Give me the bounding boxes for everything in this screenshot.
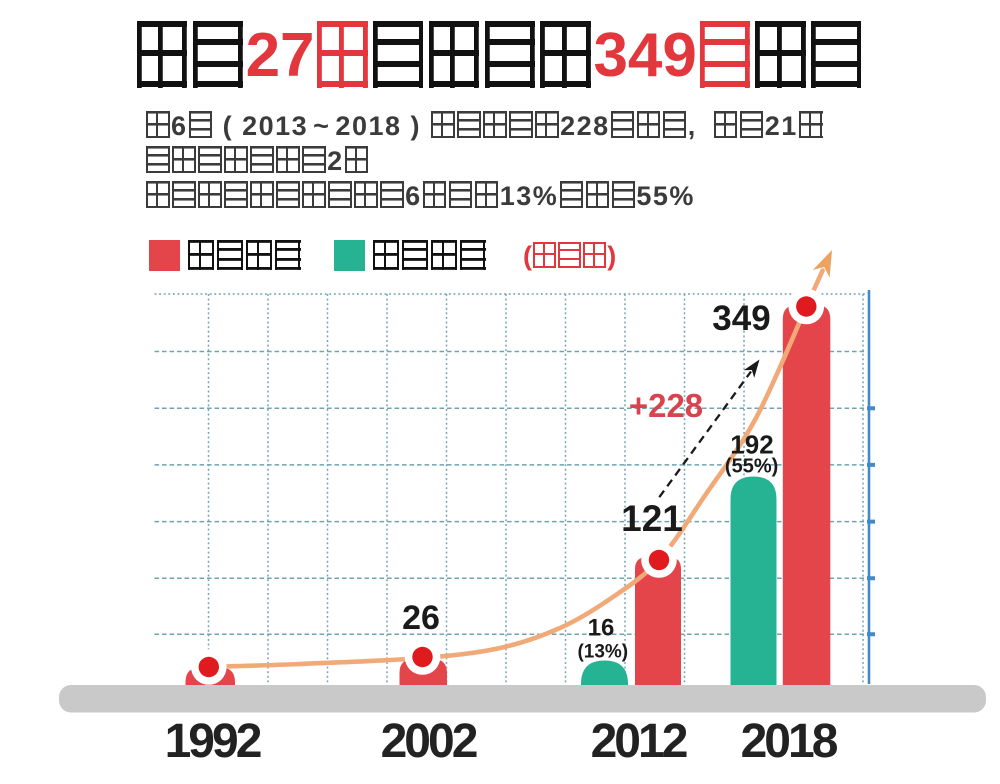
svg-text:26: 26 xyxy=(402,599,440,637)
svg-text:349: 349 xyxy=(712,299,770,338)
svg-text:+228: +228 xyxy=(629,387,703,424)
svg-text:(55%): (55%) xyxy=(725,456,778,478)
svg-text:2018: 2018 xyxy=(741,715,838,768)
svg-text:121: 121 xyxy=(621,498,683,539)
svg-text:192: 192 xyxy=(730,430,773,460)
svg-text:1992: 1992 xyxy=(165,715,261,768)
svg-text:(13%): (13%) xyxy=(577,642,628,663)
svg-text:16: 16 xyxy=(588,615,615,642)
svg-text:2012: 2012 xyxy=(591,715,687,768)
svg-text:2002: 2002 xyxy=(381,715,477,768)
